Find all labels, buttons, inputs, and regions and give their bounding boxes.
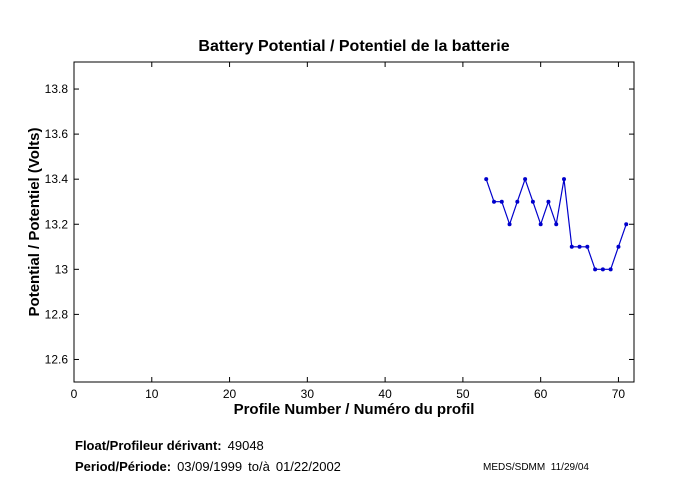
x-axis-label: Profile Number / Numéro du profil: [234, 401, 475, 418]
data-point: [507, 222, 512, 227]
period-label: Period/Période:: [75, 459, 172, 474]
chart-title: Battery Potential / Potentiel de la batt…: [198, 38, 509, 55]
x-tick-label: 10: [145, 387, 159, 401]
float-value: 49048: [227, 438, 264, 453]
data-point: [562, 177, 566, 182]
y-axis: 12.6 12.8 13 13.2 13.4 13.6 13.8: [45, 82, 634, 366]
footer-date: 11/29/04: [550, 462, 589, 473]
x-tick-label: 60: [534, 387, 548, 401]
data-point: [624, 222, 629, 227]
data-point: [554, 222, 559, 227]
period-start: 03/09/1999: [177, 459, 243, 474]
float-label: Float/Profileur dérivant:: [75, 438, 222, 453]
data-point: [530, 199, 535, 204]
period-to: to/à: [248, 459, 270, 474]
source-label: MEDS/SDMM: [483, 462, 546, 473]
x-tick-label: 40: [378, 387, 392, 401]
period-end: 01/22/2002: [275, 459, 341, 474]
y-tick-label: 13.4: [45, 172, 69, 186]
data-point: [492, 199, 496, 204]
source-info: MEDS/SDMM 11/29/04: [483, 462, 589, 473]
data-point: [616, 244, 621, 249]
y-tick-label: 12.6: [45, 352, 69, 366]
plot-frame: [73, 61, 635, 383]
data-point: [499, 199, 504, 204]
period-info: Period/Période: 03/09/1999 to/à 01/22/2002: [75, 459, 341, 474]
data-point: [546, 199, 551, 204]
data-point: [523, 177, 528, 182]
x-tick-label: 50: [456, 387, 470, 401]
data-point: [585, 244, 590, 249]
x-tick-label: 0: [71, 387, 78, 401]
y-tick-label: 13.8: [45, 82, 69, 96]
x-tick-label: 20: [223, 387, 237, 401]
data-point: [593, 267, 598, 272]
data-point: [577, 244, 582, 249]
y-tick-label: 12.8: [45, 307, 69, 321]
data-point: [608, 267, 613, 272]
data-point: [569, 244, 574, 249]
y-axis-label: Potential / Potentiel (Volts): [26, 128, 43, 317]
series-group: [484, 177, 629, 272]
float-info: Float/Profileur dérivant: 49048: [75, 438, 264, 453]
data-point: [515, 199, 520, 204]
y-tick-label: 13: [55, 262, 69, 276]
y-tick-label: 13.6: [45, 127, 69, 141]
x-axis: 0 10 20 30 40 50 60 70: [71, 62, 626, 401]
data-point: [484, 177, 489, 182]
data-point: [538, 222, 543, 227]
x-tick-label: 70: [612, 387, 626, 401]
x-tick-label: 30: [301, 387, 315, 401]
data-point: [600, 267, 605, 272]
y-tick-label: 13.2: [45, 217, 69, 231]
